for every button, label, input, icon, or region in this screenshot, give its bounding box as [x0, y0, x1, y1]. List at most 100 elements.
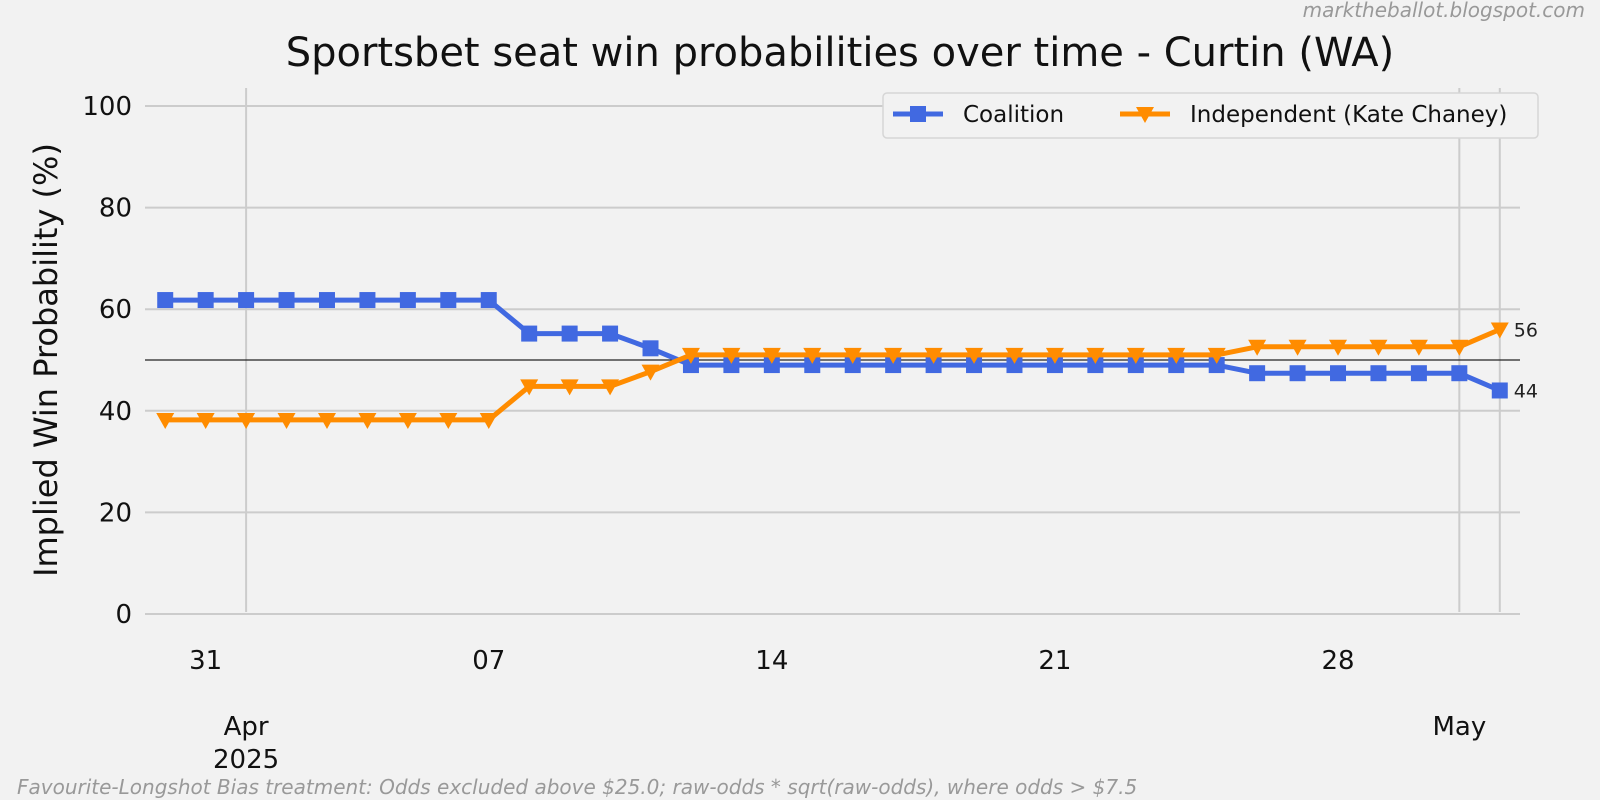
data-point-coalition	[1370, 365, 1387, 382]
data-point-independent	[1490, 322, 1509, 339]
legend-marker-independent	[1136, 107, 1154, 123]
data-point-coalition	[1006, 357, 1023, 374]
data-point-coalition	[157, 292, 174, 309]
data-point-coalition	[1249, 365, 1266, 382]
data-point-coalition	[197, 292, 214, 309]
data-point-independent	[1045, 347, 1064, 364]
year-tick-label: 2025	[213, 745, 279, 775]
data-point-independent	[1207, 347, 1226, 364]
data-point-coalition	[1410, 365, 1427, 382]
data-point-independent	[439, 412, 458, 429]
data-point-independent	[1409, 339, 1428, 356]
data-point-independent	[1288, 339, 1307, 356]
y-tick-label-40: 40	[99, 397, 132, 427]
data-point-independent	[722, 347, 741, 364]
data-point-coalition	[1127, 357, 1144, 374]
watermark: marktheballot.blogspot.com	[1303, 0, 1585, 22]
data-point-independent	[1329, 339, 1348, 356]
data-point-independent	[560, 379, 579, 396]
data-point-independent	[277, 412, 296, 429]
data-point-independent	[1126, 347, 1145, 364]
month-tick-label-apr: Apr	[224, 712, 269, 742]
data-point-independent	[520, 379, 539, 396]
data-point-coalition	[561, 325, 578, 342]
data-point-coalition	[925, 357, 942, 374]
data-point-independent	[965, 347, 984, 364]
y-tick-label-100: 100	[82, 92, 132, 122]
x-tick-label-07: 07	[472, 646, 505, 676]
data-point-independent	[601, 379, 620, 396]
data-point-coalition	[844, 357, 861, 374]
data-point-coalition	[1208, 357, 1225, 374]
data-point-coalition	[521, 325, 538, 342]
data-point-independent	[924, 347, 943, 364]
data-point-independent	[681, 347, 700, 364]
data-point-coalition	[1289, 365, 1306, 382]
series-line-coalition	[165, 297, 1501, 393]
legend-marker-coalition	[910, 106, 926, 122]
series-independent: 56	[156, 320, 1538, 429]
data-point-independent	[317, 412, 336, 429]
data-point-coalition	[1330, 365, 1347, 382]
data-point-independent	[1248, 339, 1267, 356]
data-point-independent	[843, 347, 862, 364]
y-ticks: 0 20 40 60 80 100	[82, 92, 132, 630]
end-label-coalition: 44	[1514, 380, 1538, 402]
legend-label-independent: Independent (Kate Chaney)	[1190, 102, 1507, 128]
data-point-independent	[398, 412, 417, 429]
x-tick-label-31: 31	[189, 646, 222, 676]
data-point-independent	[1450, 339, 1469, 356]
data-point-coalition	[359, 292, 376, 309]
x-tick-label-14: 14	[755, 646, 788, 676]
data-point-coalition	[1046, 357, 1063, 374]
data-point-independent	[358, 412, 377, 429]
data-point-coalition	[804, 357, 821, 374]
data-point-coalition	[602, 325, 619, 342]
series-coalition: 44	[157, 292, 1538, 402]
data-point-coalition	[278, 292, 295, 309]
data-point-independent	[237, 412, 256, 429]
y-tick-label-0: 0	[115, 600, 132, 630]
data-point-independent	[1167, 347, 1186, 364]
chart-title: Sportsbet seat win probabilities over ti…	[286, 30, 1395, 76]
data-point-coalition	[682, 357, 699, 374]
data-point-coalition	[1491, 382, 1508, 399]
data-point-coalition	[1168, 357, 1185, 374]
data-point-coalition	[318, 292, 335, 309]
data-point-independent	[1005, 347, 1024, 364]
data-point-coalition	[1087, 357, 1104, 374]
data-point-coalition	[480, 292, 497, 309]
y-tick-label-80: 80	[99, 194, 132, 224]
data-point-coalition	[723, 357, 740, 374]
footnote: Favourite-Longshot Bias treatment: Odds …	[17, 775, 1137, 799]
y-tick-label-60: 60	[99, 295, 132, 325]
data-point-independent	[641, 364, 660, 381]
data-point-coalition	[642, 340, 659, 357]
data-point-coalition	[966, 357, 983, 374]
data-point-independent	[479, 412, 498, 429]
month-tick-label-may: May	[1432, 712, 1486, 742]
data-point-independent	[1369, 339, 1388, 356]
data-point-coalition	[885, 357, 902, 374]
data-point-coalition	[1451, 365, 1468, 382]
data-point-coalition	[238, 292, 255, 309]
data-point-coalition	[399, 292, 416, 309]
data-point-independent	[803, 347, 822, 364]
end-label-independent: 56	[1514, 320, 1538, 342]
data-point-coalition	[440, 292, 457, 309]
x-tick-label-21: 21	[1038, 646, 1071, 676]
data-point-independent	[1086, 347, 1105, 364]
data-point-independent	[196, 412, 215, 429]
y-tick-label-20: 20	[99, 498, 132, 528]
plot-area: 44 56	[156, 292, 1538, 429]
grid	[145, 88, 1520, 615]
data-point-independent	[884, 347, 903, 364]
series-line-independent	[165, 327, 1501, 423]
x-tick-label-28: 28	[1321, 646, 1354, 676]
data-point-independent	[762, 347, 781, 364]
data-point-coalition	[763, 357, 780, 374]
data-point-independent	[156, 412, 175, 429]
legend: Coalition Independent (Kate Chaney)	[882, 92, 1539, 139]
